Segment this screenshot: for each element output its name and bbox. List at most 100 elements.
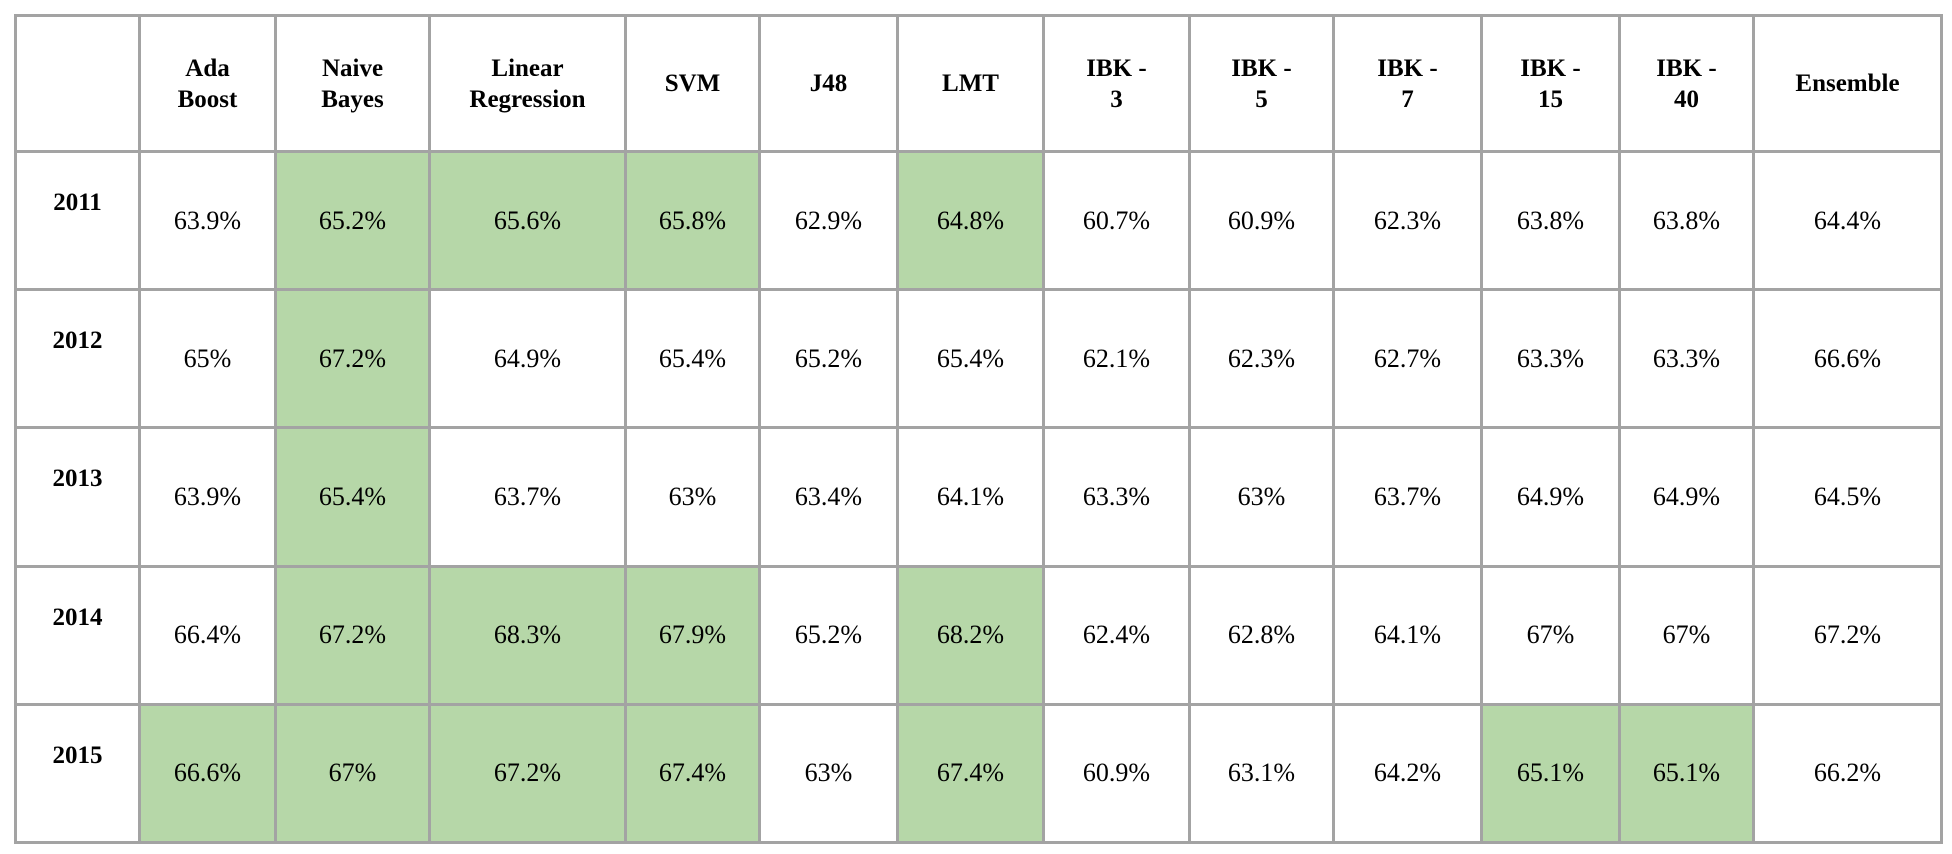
accuracy-cell: 67% xyxy=(274,702,431,845)
accuracy-cell: 64.8% xyxy=(896,149,1045,292)
col-header-line2: 15 xyxy=(1538,85,1563,113)
col-header-ibk-3: IBK - 3 xyxy=(1042,14,1191,153)
accuracy-cell: 64.9% xyxy=(428,288,627,430)
accuracy-cell: 67.9% xyxy=(624,564,761,706)
accuracy-cell: 62.4% xyxy=(1042,564,1191,706)
accuracy-cell: 64.1% xyxy=(1332,564,1483,706)
accuracy-cell: 67.2% xyxy=(428,702,627,845)
col-header-line1: IBK - xyxy=(1377,54,1438,82)
accuracy-cell: 63% xyxy=(1188,426,1335,568)
col-header-adaboost: Ada Boost xyxy=(138,14,277,153)
row-header-year: 2015 xyxy=(14,702,141,845)
col-header-line2: 7 xyxy=(1401,85,1414,113)
accuracy-cell: 60.7% xyxy=(1042,149,1191,292)
col-header-line1: IBK - xyxy=(1520,54,1581,82)
col-header-line2: 3 xyxy=(1110,85,1123,113)
table-row: 2014 66.4% 67.2% 68.3% 67.9% 65.2% 68.2% 62.4% 6… xyxy=(14,564,1943,706)
col-header-line2: Regression xyxy=(469,85,586,113)
accuracy-cell: 68.2% xyxy=(896,564,1045,706)
accuracy-cell: 62.1% xyxy=(1042,288,1191,430)
col-header-naive-bayes: Naive Bayes xyxy=(274,14,431,153)
accuracy-cell: 62.7% xyxy=(1332,288,1483,430)
col-header-line1: IBK - xyxy=(1656,54,1717,82)
col-header-line2: 5 xyxy=(1255,85,1268,113)
table-row: 2012 65% 67.2% 64.9% 65.4% 65.2% 65.4% 62.1% 62.… xyxy=(14,288,1943,430)
col-header-ibk-15: IBK - 15 xyxy=(1480,14,1621,153)
accuracy-cell: 64.4% xyxy=(1752,149,1943,292)
col-header-line1: SVM xyxy=(664,70,721,97)
accuracy-cell: 64.5% xyxy=(1752,426,1943,568)
accuracy-cell: 63% xyxy=(624,426,761,568)
accuracy-cell: 60.9% xyxy=(1188,149,1335,292)
accuracy-cell: 63.9% xyxy=(138,426,277,568)
table-body: 2011 63.9% 65.2% 65.6% 65.8% 62.9% 64.8% 60.7% 6… xyxy=(14,149,1943,845)
accuracy-cell: 63% xyxy=(758,702,899,845)
accuracy-cell: 67.2% xyxy=(274,288,431,430)
col-header-line1: Linear xyxy=(491,54,564,82)
row-header-year: 2011 xyxy=(14,149,141,292)
header-row: Ada Boost Naive Bayes Linear Regression SVM… xyxy=(14,14,1943,153)
table-row: 2015 66.6% 67% 67.2% 67.4% 63% 67.4% 60.9% 63.1%… xyxy=(14,702,1943,845)
accuracy-cell: 63.7% xyxy=(1332,426,1483,568)
col-header-line1: IBK - xyxy=(1231,54,1292,82)
accuracy-cell: 66.4% xyxy=(138,564,277,706)
accuracy-cell: 67.4% xyxy=(896,702,1045,845)
accuracy-cell: 65.1% xyxy=(1480,702,1621,845)
col-header-linear-regression: Linear Regression xyxy=(428,14,627,153)
row-header-year: 2014 xyxy=(14,564,141,706)
corner-cell xyxy=(14,14,141,153)
accuracy-cell: 68.3% xyxy=(428,564,627,706)
accuracy-cell: 67% xyxy=(1618,564,1755,706)
accuracy-cell: 62.3% xyxy=(1332,149,1483,292)
col-header-line2: 40 xyxy=(1674,85,1699,113)
accuracy-cell: 65.2% xyxy=(274,149,431,292)
col-header-line1: IBK - xyxy=(1086,54,1147,82)
accuracy-cell: 60.9% xyxy=(1042,702,1191,845)
accuracy-cell: 65.4% xyxy=(624,288,761,430)
accuracy-cell: 67% xyxy=(1480,564,1621,706)
accuracy-cell: 63.8% xyxy=(1618,149,1755,292)
col-header-line2: Bayes xyxy=(321,85,384,113)
accuracy-cell: 65% xyxy=(138,288,277,430)
col-header-line1: J48 xyxy=(809,70,848,97)
accuracy-cell: 67.2% xyxy=(274,564,431,706)
accuracy-cell: 63.1% xyxy=(1188,702,1335,845)
accuracy-cell: 66.6% xyxy=(138,702,277,845)
accuracy-cell: 62.3% xyxy=(1188,288,1335,430)
accuracy-cell: 67.4% xyxy=(624,702,761,845)
table-row: 2011 63.9% 65.2% 65.6% 65.8% 62.9% 64.8% 60.7% 6… xyxy=(14,149,1943,292)
accuracy-cell: 63.4% xyxy=(758,426,899,568)
col-header-line1: Ensemble xyxy=(1795,70,1900,97)
row-header-year: 2013 xyxy=(14,426,141,568)
col-header-ibk-40: IBK - 40 xyxy=(1618,14,1755,153)
accuracy-cell: 63.9% xyxy=(138,149,277,292)
accuracy-cell: 67.2% xyxy=(1752,564,1943,706)
col-header-lmt: LMT xyxy=(896,14,1045,153)
accuracy-cell: 66.6% xyxy=(1752,288,1943,430)
accuracy-cell: 65.4% xyxy=(274,426,431,568)
accuracy-cell: 65.2% xyxy=(758,564,899,706)
accuracy-cell: 63.7% xyxy=(428,426,627,568)
accuracy-cell: 64.9% xyxy=(1480,426,1621,568)
accuracy-cell: 62.8% xyxy=(1188,564,1335,706)
col-header-ibk-5: IBK - 5 xyxy=(1188,14,1335,153)
col-header-line1: LMT xyxy=(942,70,999,97)
col-header-line1: Ada xyxy=(185,54,230,82)
accuracy-cell: 65.6% xyxy=(428,149,627,292)
accuracy-cell: 63.3% xyxy=(1618,288,1755,430)
col-header-j48: J48 xyxy=(758,14,899,153)
col-header-ibk-7: IBK - 7 xyxy=(1332,14,1483,153)
accuracy-cell: 63.3% xyxy=(1042,426,1191,568)
results-table: Ada Boost Naive Bayes Linear Regression SVM… xyxy=(14,14,1943,845)
accuracy-cell: 66.2% xyxy=(1752,702,1943,845)
table-row: 2013 63.9% 65.4% 63.7% 63% 63.4% 64.1% 63.3% 63%… xyxy=(14,426,1943,568)
col-header-svm: SVM xyxy=(624,14,761,153)
accuracy-cell: 63.3% xyxy=(1480,288,1621,430)
accuracy-cell: 63.8% xyxy=(1480,149,1621,292)
accuracy-cell: 65.2% xyxy=(758,288,899,430)
accuracy-cell: 65.1% xyxy=(1618,702,1755,845)
accuracy-cell: 62.9% xyxy=(758,149,899,292)
col-header-ensemble: Ensemble xyxy=(1752,14,1943,153)
col-header-line2: Boost xyxy=(177,85,238,113)
col-header-line1: Naive xyxy=(321,54,384,82)
